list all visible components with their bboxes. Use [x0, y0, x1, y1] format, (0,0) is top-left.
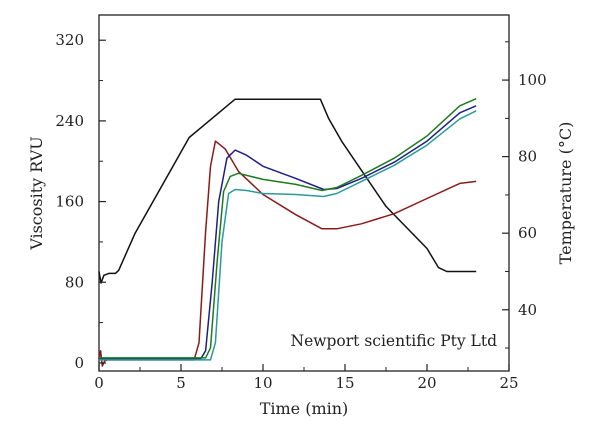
right-axis-title: Temperature (°C)	[556, 122, 575, 265]
right-tick-label: 100	[518, 71, 547, 89]
x-tick-label: 20	[417, 374, 436, 392]
plot-frame	[98, 14, 510, 372]
x-axis-title: Time (min)	[260, 399, 349, 418]
x-tick-label: 5	[176, 374, 186, 392]
left-axis-ticks: 0 80 160 240 320	[55, 31, 106, 372]
left-tick-label: 160	[55, 193, 84, 211]
x-tick-label: 15	[335, 374, 354, 392]
left-tick-label: 320	[55, 31, 84, 49]
x-tick-label: 0	[94, 374, 104, 392]
left-tick-label: 240	[55, 112, 84, 130]
series-line-5	[99, 110, 477, 361]
series-line-1	[98, 98, 477, 284]
series-layer	[98, 98, 477, 367]
series-line-3	[99, 105, 477, 360]
left-tick-label: 0	[74, 354, 84, 372]
right-tick-label: 40	[518, 301, 537, 319]
right-tick-label: 80	[518, 148, 537, 166]
x-tick-label: 25	[499, 374, 518, 392]
right-tick-label: 60	[518, 224, 537, 242]
x-tick-label: 10	[253, 374, 272, 392]
left-tick-label: 80	[65, 273, 84, 291]
left-axis-title: Viscosity RVU	[27, 136, 46, 251]
x-axis-ticks: 0 5 10 15 20 25	[94, 364, 519, 392]
series-line-4	[99, 98, 477, 359]
annotation-text: Newport scientific Pty Ltd	[291, 332, 498, 350]
right-axis-ticks: 40 60 80 100	[502, 41, 547, 349]
